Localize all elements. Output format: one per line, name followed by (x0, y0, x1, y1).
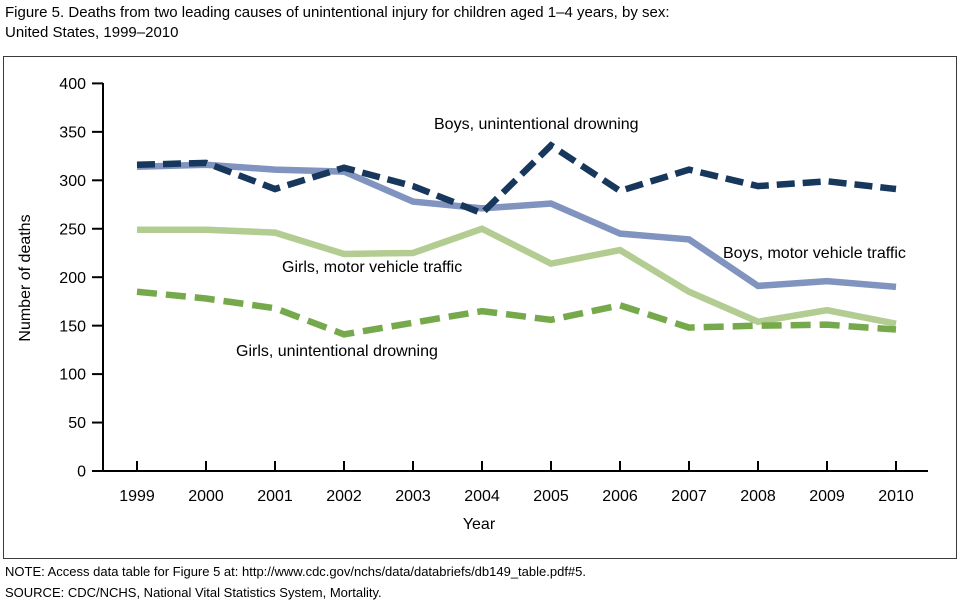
series-line-girls_drowning (136, 288, 897, 338)
y-tick-label: 400 (59, 76, 86, 93)
series-line-boys_drowning (136, 141, 897, 218)
chart-frame: 0 50 100 150 200 250 300 350 400 1999 2000 2001 2002… (3, 56, 957, 559)
chart-canvas: 0 50 100 150 200 250 300 350 400 1999 2000 2001 2002… (17, 76, 928, 533)
y-tick-label: 350 (59, 124, 86, 141)
x-tick-label: 2009 (809, 488, 845, 505)
x-tick-label: 2006 (602, 488, 638, 505)
series-label-girls_drowning: Girls, unintentional drowning (236, 343, 438, 360)
x-tick-label: 2005 (533, 488, 569, 505)
y-tick-label: 0 (77, 464, 86, 481)
figure-title-line2: United States, 1999–2010 (5, 24, 179, 41)
note-line: NOTE: Access data table for Figure 5 at:… (5, 564, 587, 579)
x-tick-label: 2010 (878, 488, 914, 505)
y-tick-label: 50 (68, 415, 86, 432)
x-axis-title: Year (463, 516, 496, 533)
x-tick-label: 1999 (119, 488, 155, 505)
figure-title-line1: Figure 5. Deaths from two leading causes… (5, 4, 670, 21)
x-tick-label: 2008 (740, 488, 776, 505)
y-tick-label: 200 (59, 270, 86, 287)
x-tick-label: 2001 (257, 488, 293, 505)
x-tick-label: 2003 (395, 488, 431, 505)
footer-notes: NOTE: Access data table for Figure 5 at:… (5, 561, 586, 603)
source-line: SOURCE: CDC/NCHS, National Vital Statist… (5, 585, 382, 600)
series-label-boys_mvt: Boys, motor vehicle traffic (723, 245, 906, 262)
series-label-boys_drowning: Boys, unintentional drowning (434, 116, 639, 133)
y-tick-label: 150 (59, 318, 86, 335)
x-tick-label: 2007 (671, 488, 707, 505)
y-tick-label: 100 (59, 367, 86, 384)
series-line-girls_mvt (137, 225, 897, 327)
x-tick-label: 2000 (188, 488, 224, 505)
series-line-boys_mvt (136, 161, 897, 291)
y-tick-label: 300 (59, 173, 86, 190)
x-tick-label: 2002 (326, 488, 362, 505)
series-label-girls_mvt: Girls, motor vehicle traffic (282, 259, 462, 276)
x-tick-label: 2004 (464, 488, 500, 505)
y-axis-title: Number of deaths (17, 214, 34, 341)
figure-title: Figure 5. Deaths from two leading causes… (5, 3, 670, 43)
y-tick-label: 250 (59, 221, 86, 238)
